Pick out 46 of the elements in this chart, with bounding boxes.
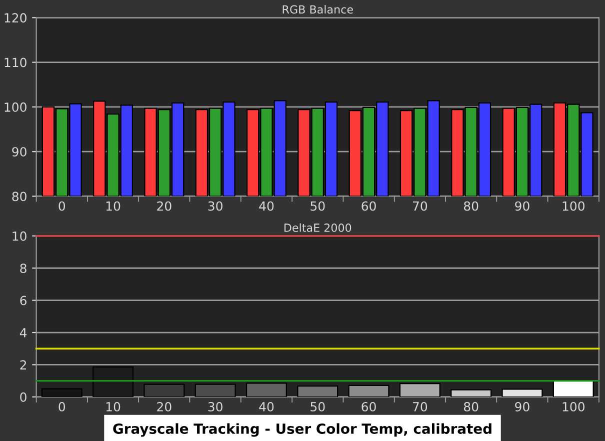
y-tick-label: 90 [12,147,26,157]
y-tick-label: 2 [20,360,26,370]
bar [246,382,287,397]
bar [348,384,390,397]
x-tick-label: 100 [562,402,584,412]
text: Grayscale Tracking - User Color Temp, calibrated [113,423,492,437]
y-tick-label: 4 [20,328,27,338]
y-tick-label: 120 [4,13,26,23]
x-tick-label: 0 [58,201,66,211]
y-tick-label: 100 [4,102,26,112]
x-tick-label: 50 [310,201,325,211]
bar [502,388,543,397]
chart-title: DeltaE 2000 [284,223,352,232]
bar [552,380,594,397]
x-tick-label: 30 [208,201,222,211]
x-tick-label: 80 [464,201,478,211]
x-tick-label: 60 [362,402,376,412]
x-tick-label: 90 [515,402,530,412]
y-tick-label: 110 [4,58,26,68]
y-tick-label: 10 [12,231,26,241]
x-tick-label: 40 [259,402,274,412]
bar [450,389,492,397]
x-tick-label: 90 [515,201,530,211]
bar [144,384,185,397]
x-tick-label: 80 [464,402,478,412]
bar [399,382,440,397]
x-tick-label: 40 [259,201,274,211]
y-tick-label: 8 [20,264,26,274]
x-tick-label: 10 [106,402,120,412]
x-tick-label: 70 [412,402,428,412]
chart-title: RGB Balance [282,5,353,14]
bar [194,384,236,397]
x-tick-label: 30 [208,402,222,412]
x-tick-label: 50 [310,402,325,412]
x-tick-label: 70 [412,201,428,211]
y-tick-label: 0 [20,392,26,402]
x-tick-label: 20 [157,402,172,412]
x-tick-label: 0 [58,402,66,412]
bar [41,388,82,397]
y-tick-label: 80 [12,192,26,202]
bar [297,386,338,397]
x-tick-label: 100 [562,201,584,211]
x-tick-label: 10 [106,201,120,211]
x-tick-label: 20 [157,201,172,211]
y-tick-label: 6 [20,296,26,306]
x-tick-label: 60 [362,201,376,211]
